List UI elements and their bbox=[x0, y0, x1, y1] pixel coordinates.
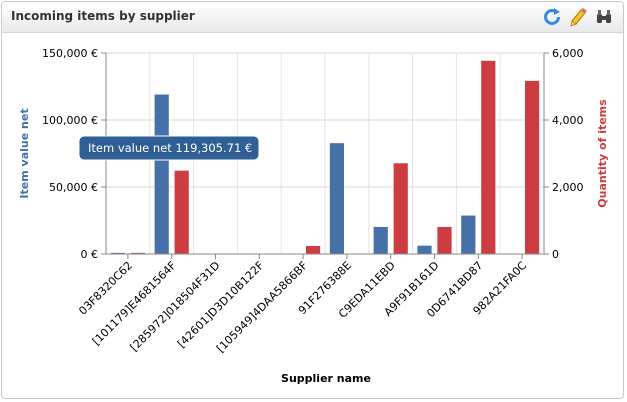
y-tick-label-left: 100,000 € bbox=[42, 114, 98, 127]
tooltip-box bbox=[78, 135, 260, 161]
bar-item-value-net[interactable] bbox=[328, 142, 345, 255]
bar-quantity-of-items[interactable] bbox=[524, 80, 540, 255]
bar-quantity-of-items[interactable] bbox=[173, 169, 190, 255]
y-tick-label-right: 6,000 bbox=[552, 47, 584, 60]
bar-item-value-net[interactable] bbox=[460, 214, 477, 255]
pencil-icon[interactable] bbox=[568, 7, 588, 27]
widget-title: Incoming items by supplier bbox=[11, 9, 195, 23]
bar-chart: 0 € 50,000 € 100,000 € 150,000 € 0 2,000 4,000… bbox=[18, 47, 609, 385]
y-axis-title-left: Item value net bbox=[18, 108, 31, 198]
binoculars-icon[interactable] bbox=[594, 7, 614, 27]
y-axis-title-right: Quantity of items bbox=[596, 99, 609, 208]
bar-quantity-of-items[interactable] bbox=[436, 226, 453, 255]
x-tick-label: [101179]E4681564F bbox=[90, 259, 179, 348]
y-tick-label-right: 0 bbox=[552, 248, 559, 261]
bar-item-value-net[interactable] bbox=[372, 226, 389, 255]
y-tick-label-right: 2,000 bbox=[552, 181, 584, 194]
bar-quantity-of-items[interactable] bbox=[480, 59, 497, 255]
bar-item-value-net[interactable] bbox=[153, 93, 170, 255]
refresh-icon[interactable] bbox=[542, 7, 562, 27]
bar-quantity-of-items[interactable] bbox=[305, 245, 322, 255]
y-tick-label-right: 4,000 bbox=[552, 114, 584, 127]
tooltip-text: Item value net 119,305.71 € bbox=[88, 141, 252, 155]
tooltip: Item value net 119,305.71 € bbox=[78, 135, 260, 161]
x-tick-label: [42601]D3D10B122F bbox=[175, 259, 266, 350]
bar-item-value-net[interactable] bbox=[416, 244, 433, 255]
y-tick-label-left: 50,000 € bbox=[49, 181, 98, 194]
bar-quantity-of-items[interactable] bbox=[392, 162, 409, 255]
widget-header: Incoming items by supplier bbox=[2, 2, 623, 33]
y-tick-label-left: 0 € bbox=[81, 248, 99, 261]
axes: 0 € 50,000 € 100,000 € 150,000 € 0 2,000 4,000… bbox=[42, 47, 583, 261]
y-tick-label-left: 150,000 € bbox=[42, 47, 98, 60]
x-axis-title: Supplier name bbox=[281, 372, 371, 385]
